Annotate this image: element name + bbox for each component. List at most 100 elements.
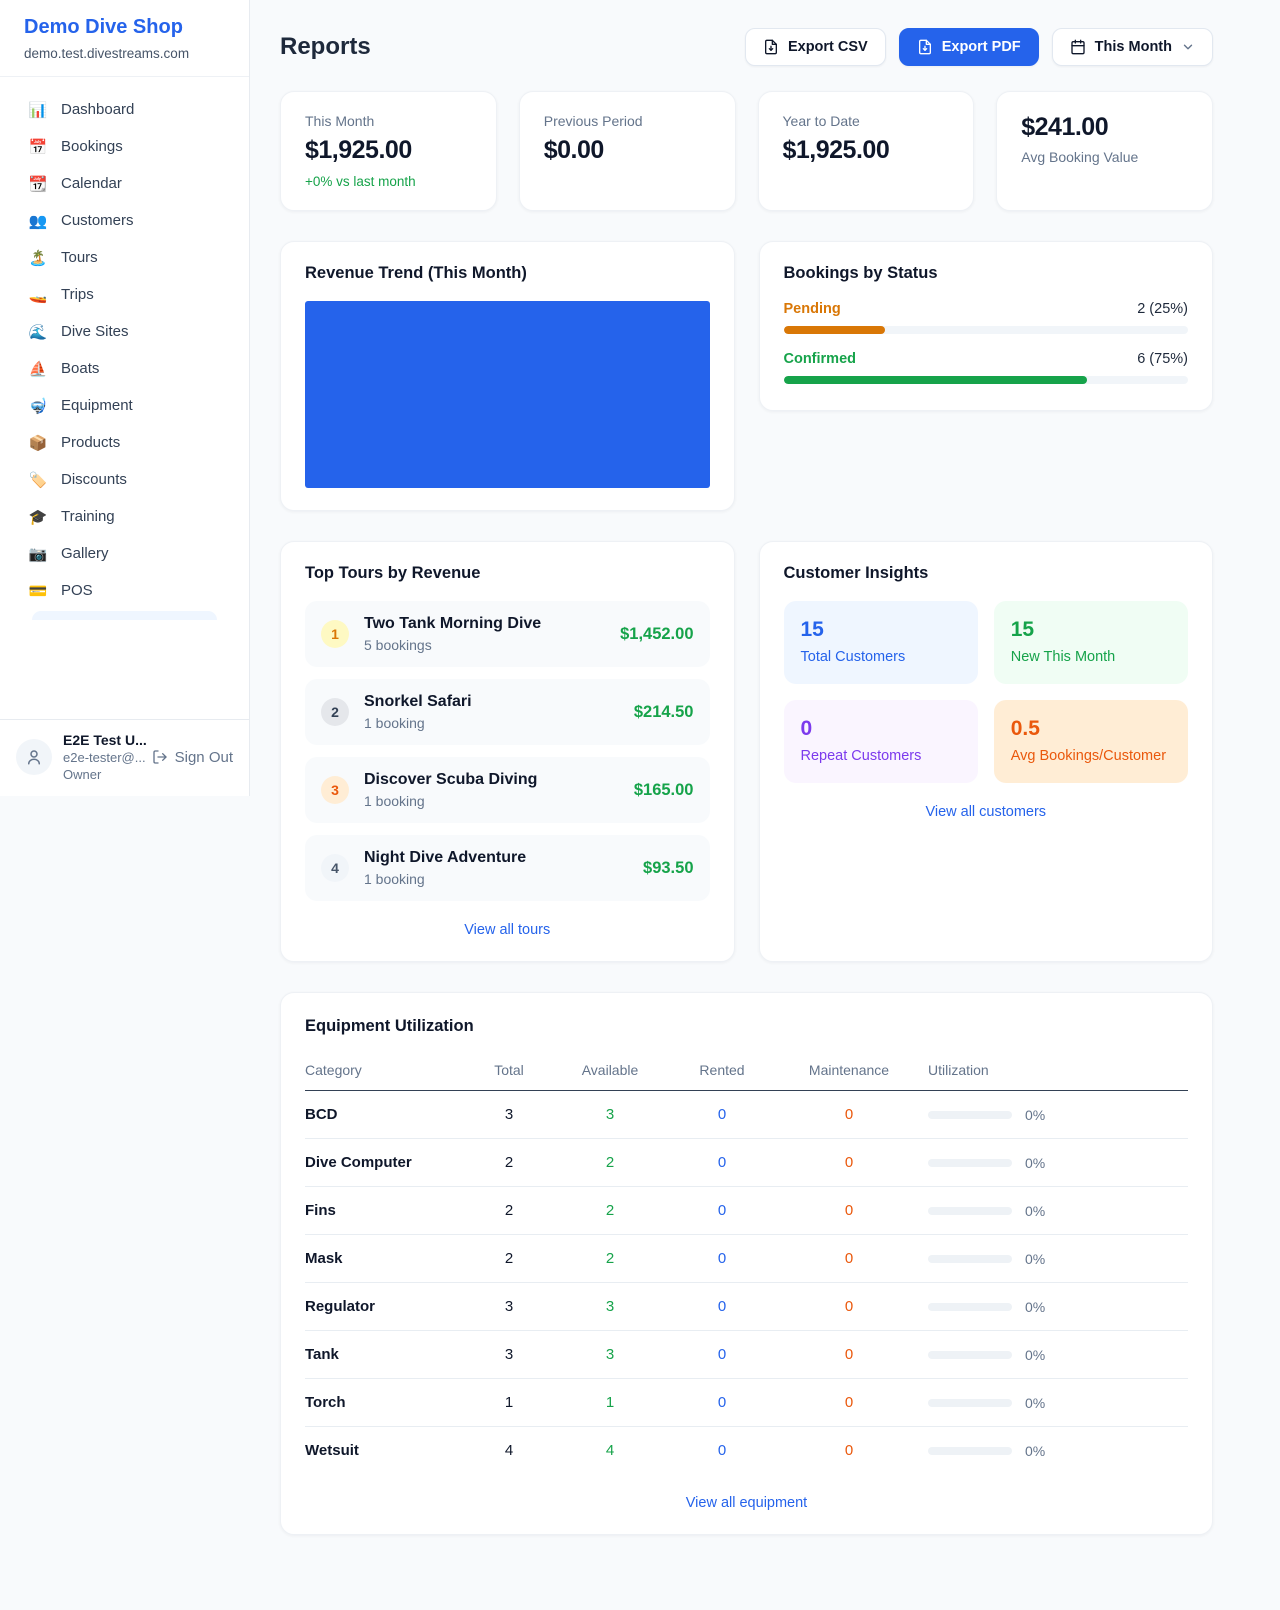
sidebar-item-label: Bookings xyxy=(61,138,123,155)
col-category: Category xyxy=(305,1054,464,1091)
view-all-customers-link[interactable]: View all customers xyxy=(784,803,1189,821)
revenue-trend-card: Revenue Trend (This Month) xyxy=(280,241,735,511)
view-all-equipment-link[interactable]: View all equipment xyxy=(305,1494,1188,1512)
utilization-track xyxy=(928,1447,1012,1455)
stat-card-this-month: This Month $1,925.00 +0% vs last month xyxy=(280,91,497,211)
sidebar-item-dive-sites[interactable]: 🌊 Dive Sites xyxy=(16,313,233,350)
avatar xyxy=(16,739,52,775)
export-pdf-button[interactable]: Export PDF xyxy=(898,28,1039,66)
sidebar-item-trips[interactable]: 🚤 Trips xyxy=(16,276,233,313)
person-icon xyxy=(28,750,40,765)
status-label: Confirmed xyxy=(783,351,857,367)
insight-value: 15 xyxy=(1010,618,1035,641)
sidebar-item-tours[interactable]: 🏝️ Tours xyxy=(16,239,233,276)
customer-insights-card: Customer Insights 15 Total Customers 15 … xyxy=(758,541,1213,962)
insight-value: 0.5 xyxy=(1010,717,1040,740)
dashboard-icon: 📊 xyxy=(28,101,48,119)
tag-icon: 🏷️ xyxy=(28,471,48,489)
user-section: E2E Test U... e2e-tester@... Owner Sign … xyxy=(0,719,249,796)
people-icon: 👥 xyxy=(28,212,48,230)
tour-name: Night Dive Adventure xyxy=(364,849,527,866)
utilization-track xyxy=(928,1255,1012,1263)
insight-value: 15 xyxy=(800,618,824,641)
stat-value: $0.00 xyxy=(543,136,605,164)
package-icon: 📦 xyxy=(28,434,48,452)
sidebar-item-training[interactable]: 🎓 Training xyxy=(16,498,233,535)
customer-insights-title: Customer Insights xyxy=(783,564,929,582)
file-export-icon xyxy=(764,39,777,55)
tour-amount: $93.50 xyxy=(643,858,694,877)
utilization-track xyxy=(928,1399,1012,1407)
sailboat-icon: ⛵ xyxy=(28,360,48,378)
stat-card-avg-booking-value: $241.00 Avg Booking Value xyxy=(996,91,1213,211)
table-row: Tank 3 3 0 0 0% xyxy=(305,1330,1188,1379)
status-value: 6 (75%) xyxy=(1137,351,1188,367)
rank-badge: 2 xyxy=(321,698,349,726)
tour-amount: $165.00 xyxy=(633,780,694,799)
sidebar-item-bookings[interactable]: 📅 Bookings xyxy=(16,128,233,165)
tour-bookings: 5 bookings xyxy=(364,637,432,653)
view-all-tours-link[interactable]: View all tours xyxy=(305,921,710,939)
tour-bookings: 1 booking xyxy=(364,715,425,731)
top-tours-card: Top Tours by Revenue 1 Two Tank Morning … xyxy=(280,541,735,962)
sidebar-item-discounts[interactable]: 🏷️ Discounts xyxy=(16,461,233,498)
sidebar-item-label: Gallery xyxy=(61,545,109,562)
bookings-calendar-icon: 📅 xyxy=(28,138,48,156)
user-email: e2e-tester@... xyxy=(63,750,146,765)
utilization-percent: 0% xyxy=(1025,1203,1046,1219)
stat-label: Previous Period xyxy=(543,113,643,129)
tour-amount: $1,452.00 xyxy=(620,624,694,643)
utilization-track xyxy=(928,1351,1012,1359)
sidebar-item-label: Dive Sites xyxy=(61,323,129,340)
sidebar-item-boats[interactable]: ⛵ Boats xyxy=(16,350,233,387)
tour-name: Two Tank Morning Dive xyxy=(364,615,542,632)
sidebar-item-equipment[interactable]: 🤿 Equipment xyxy=(16,387,233,424)
sign-out-button[interactable]: Sign Out xyxy=(152,749,233,766)
utilization-percent: 0% xyxy=(1025,1155,1046,1171)
utilization-percent: 0% xyxy=(1025,1251,1046,1267)
sidebar: Demo Dive Shop demo.test.divestreams.com… xyxy=(0,0,250,796)
table-row: Dive Computer 2 2 0 0 0% xyxy=(305,1138,1188,1187)
period-dropdown[interactable]: This Month xyxy=(1051,28,1213,66)
col-maintenance: Maintenance xyxy=(778,1054,920,1091)
main-content: Reports Export CSV Export PDF This Month… xyxy=(250,0,1280,1575)
utilization-track xyxy=(928,1159,1012,1167)
col-total: Total xyxy=(464,1054,554,1091)
stat-value: $241.00 xyxy=(1021,113,1109,141)
stat-value: $1,925.00 xyxy=(782,136,890,164)
status-value: 2 (25%) xyxy=(1137,301,1188,317)
table-row: Fins 2 2 0 0 0% xyxy=(305,1186,1188,1235)
tour-bookings: 1 booking xyxy=(364,871,425,887)
insight-value: 0 xyxy=(800,717,813,740)
camera-icon: 📷 xyxy=(28,545,48,563)
sidebar-item-dashboard[interactable]: 📊 Dashboard xyxy=(16,91,233,128)
sidebar-item-calendar[interactable]: 📆 Calendar xyxy=(16,165,233,202)
calendar-outline-icon xyxy=(1071,39,1085,55)
island-icon: 🏝️ xyxy=(28,249,48,267)
sidebar-active-item-partial[interactable] xyxy=(32,611,217,620)
diving-mask-icon: 🤿 xyxy=(28,397,48,415)
insight-label: Repeat Customers xyxy=(800,748,922,764)
export-csv-button[interactable]: Export CSV xyxy=(744,28,886,66)
calendar-icon: 📆 xyxy=(28,175,48,193)
sign-out-label: Sign Out xyxy=(174,748,233,766)
progress-track xyxy=(783,376,1188,384)
sidebar-item-pos[interactable]: 💳 POS xyxy=(16,572,233,609)
utilization-percent: 0% xyxy=(1025,1395,1046,1411)
table-row: Regulator 3 3 0 0 0% xyxy=(305,1282,1188,1331)
sidebar-item-label: Calendar xyxy=(61,175,122,192)
sidebar-item-label: Trips xyxy=(61,286,94,303)
sidebar-item-gallery[interactable]: 📷 Gallery xyxy=(16,535,233,572)
stat-label: Avg Booking Value xyxy=(1021,149,1139,165)
tour-amount: $214.50 xyxy=(633,702,694,721)
logout-icon xyxy=(152,750,167,764)
sidebar-item-label: Boats xyxy=(61,360,100,377)
sidebar-item-customers[interactable]: 👥 Customers xyxy=(16,202,233,239)
utilization-track xyxy=(928,1111,1012,1119)
top-tours-title: Top Tours by Revenue xyxy=(305,564,481,582)
utilization-track xyxy=(928,1303,1012,1311)
shop-domain: demo.test.divestreams.com xyxy=(24,46,190,61)
sidebar-item-label: Dashboard xyxy=(61,101,135,118)
sidebar-item-products[interactable]: 📦 Products xyxy=(16,424,233,461)
sidebar-item-label: Discounts xyxy=(61,471,127,488)
